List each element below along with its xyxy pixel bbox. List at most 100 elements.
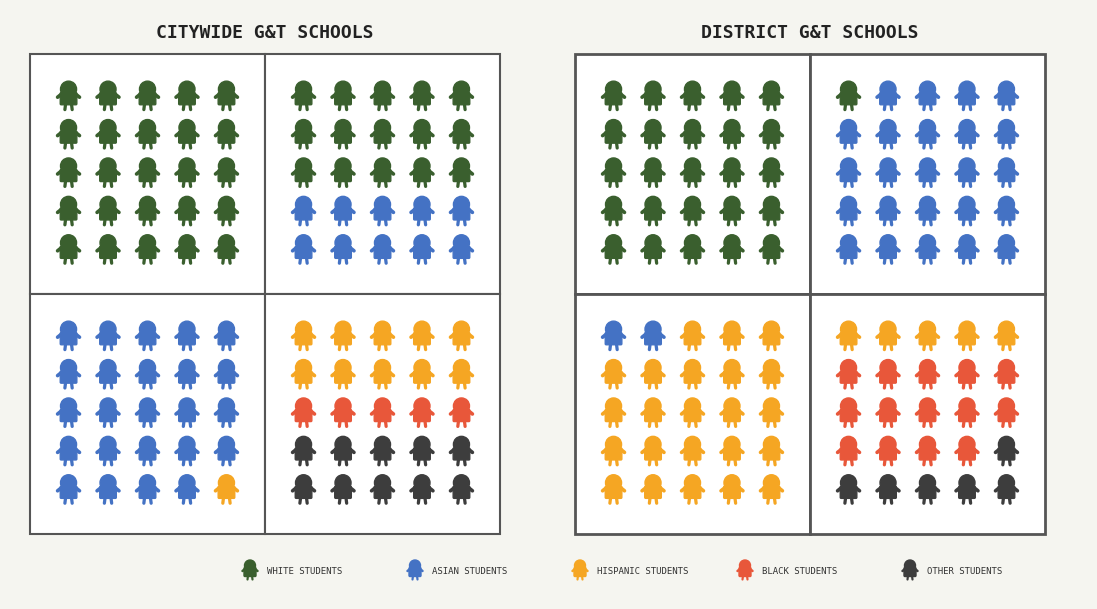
- Circle shape: [919, 196, 936, 213]
- Circle shape: [60, 359, 77, 376]
- FancyBboxPatch shape: [724, 246, 740, 258]
- FancyBboxPatch shape: [100, 409, 116, 421]
- FancyBboxPatch shape: [414, 93, 430, 105]
- Circle shape: [414, 321, 430, 337]
- Circle shape: [100, 158, 116, 174]
- Circle shape: [959, 437, 975, 452]
- FancyBboxPatch shape: [606, 486, 622, 498]
- FancyBboxPatch shape: [764, 246, 780, 258]
- FancyBboxPatch shape: [998, 131, 1015, 143]
- Circle shape: [60, 234, 77, 251]
- Circle shape: [218, 119, 235, 136]
- FancyBboxPatch shape: [606, 409, 622, 421]
- FancyBboxPatch shape: [724, 208, 740, 220]
- FancyBboxPatch shape: [218, 169, 235, 181]
- FancyBboxPatch shape: [139, 409, 156, 421]
- FancyBboxPatch shape: [374, 333, 391, 345]
- Circle shape: [840, 81, 857, 97]
- Circle shape: [179, 359, 195, 376]
- Circle shape: [919, 437, 936, 452]
- FancyBboxPatch shape: [645, 131, 661, 143]
- Circle shape: [840, 437, 857, 452]
- FancyBboxPatch shape: [959, 93, 975, 105]
- Circle shape: [606, 81, 622, 97]
- FancyBboxPatch shape: [139, 169, 156, 181]
- FancyBboxPatch shape: [60, 448, 77, 460]
- Circle shape: [724, 437, 740, 452]
- FancyBboxPatch shape: [998, 246, 1015, 258]
- Circle shape: [374, 437, 391, 452]
- Circle shape: [606, 119, 622, 136]
- FancyBboxPatch shape: [724, 333, 740, 345]
- FancyBboxPatch shape: [764, 333, 780, 345]
- Circle shape: [453, 196, 470, 213]
- FancyBboxPatch shape: [645, 93, 661, 105]
- Circle shape: [60, 321, 77, 337]
- Circle shape: [60, 437, 77, 452]
- Circle shape: [840, 158, 857, 174]
- Circle shape: [414, 158, 430, 174]
- FancyBboxPatch shape: [179, 448, 195, 460]
- FancyBboxPatch shape: [959, 333, 975, 345]
- FancyBboxPatch shape: [414, 169, 430, 181]
- FancyBboxPatch shape: [218, 246, 235, 258]
- Circle shape: [880, 119, 896, 136]
- Circle shape: [840, 196, 857, 213]
- Circle shape: [414, 398, 430, 414]
- FancyBboxPatch shape: [685, 448, 701, 460]
- FancyBboxPatch shape: [810, 294, 1045, 534]
- FancyBboxPatch shape: [645, 486, 661, 498]
- Circle shape: [374, 398, 391, 414]
- Circle shape: [60, 196, 77, 213]
- Circle shape: [218, 234, 235, 251]
- Circle shape: [335, 321, 351, 337]
- FancyBboxPatch shape: [880, 333, 896, 345]
- FancyBboxPatch shape: [840, 371, 857, 383]
- Circle shape: [724, 321, 740, 337]
- FancyBboxPatch shape: [374, 448, 391, 460]
- Circle shape: [218, 321, 235, 337]
- Circle shape: [764, 437, 780, 452]
- FancyBboxPatch shape: [414, 208, 430, 220]
- Circle shape: [840, 359, 857, 376]
- Circle shape: [724, 196, 740, 213]
- Circle shape: [959, 359, 975, 376]
- FancyBboxPatch shape: [453, 246, 470, 258]
- FancyBboxPatch shape: [335, 409, 351, 421]
- FancyBboxPatch shape: [764, 409, 780, 421]
- FancyBboxPatch shape: [959, 448, 975, 460]
- Circle shape: [645, 437, 661, 452]
- FancyBboxPatch shape: [919, 486, 936, 498]
- FancyBboxPatch shape: [645, 208, 661, 220]
- FancyBboxPatch shape: [374, 409, 391, 421]
- Circle shape: [414, 234, 430, 251]
- Circle shape: [218, 359, 235, 376]
- Circle shape: [139, 359, 156, 376]
- Circle shape: [179, 437, 195, 452]
- FancyBboxPatch shape: [414, 486, 430, 498]
- FancyBboxPatch shape: [685, 93, 701, 105]
- Circle shape: [295, 196, 312, 213]
- Circle shape: [724, 234, 740, 251]
- FancyBboxPatch shape: [724, 448, 740, 460]
- Circle shape: [764, 359, 780, 376]
- FancyBboxPatch shape: [453, 486, 470, 498]
- Text: OTHER STUDENTS: OTHER STUDENTS: [927, 566, 1003, 576]
- FancyBboxPatch shape: [139, 93, 156, 105]
- Circle shape: [575, 560, 586, 571]
- Circle shape: [374, 475, 391, 491]
- FancyBboxPatch shape: [959, 169, 975, 181]
- FancyBboxPatch shape: [335, 333, 351, 345]
- Circle shape: [645, 359, 661, 376]
- FancyBboxPatch shape: [810, 54, 1045, 294]
- FancyBboxPatch shape: [685, 246, 701, 258]
- FancyBboxPatch shape: [959, 486, 975, 498]
- Circle shape: [764, 475, 780, 491]
- Circle shape: [179, 158, 195, 174]
- FancyBboxPatch shape: [764, 208, 780, 220]
- Circle shape: [100, 81, 116, 97]
- FancyBboxPatch shape: [724, 409, 740, 421]
- Circle shape: [998, 196, 1015, 213]
- FancyBboxPatch shape: [179, 333, 195, 345]
- FancyBboxPatch shape: [244, 568, 256, 577]
